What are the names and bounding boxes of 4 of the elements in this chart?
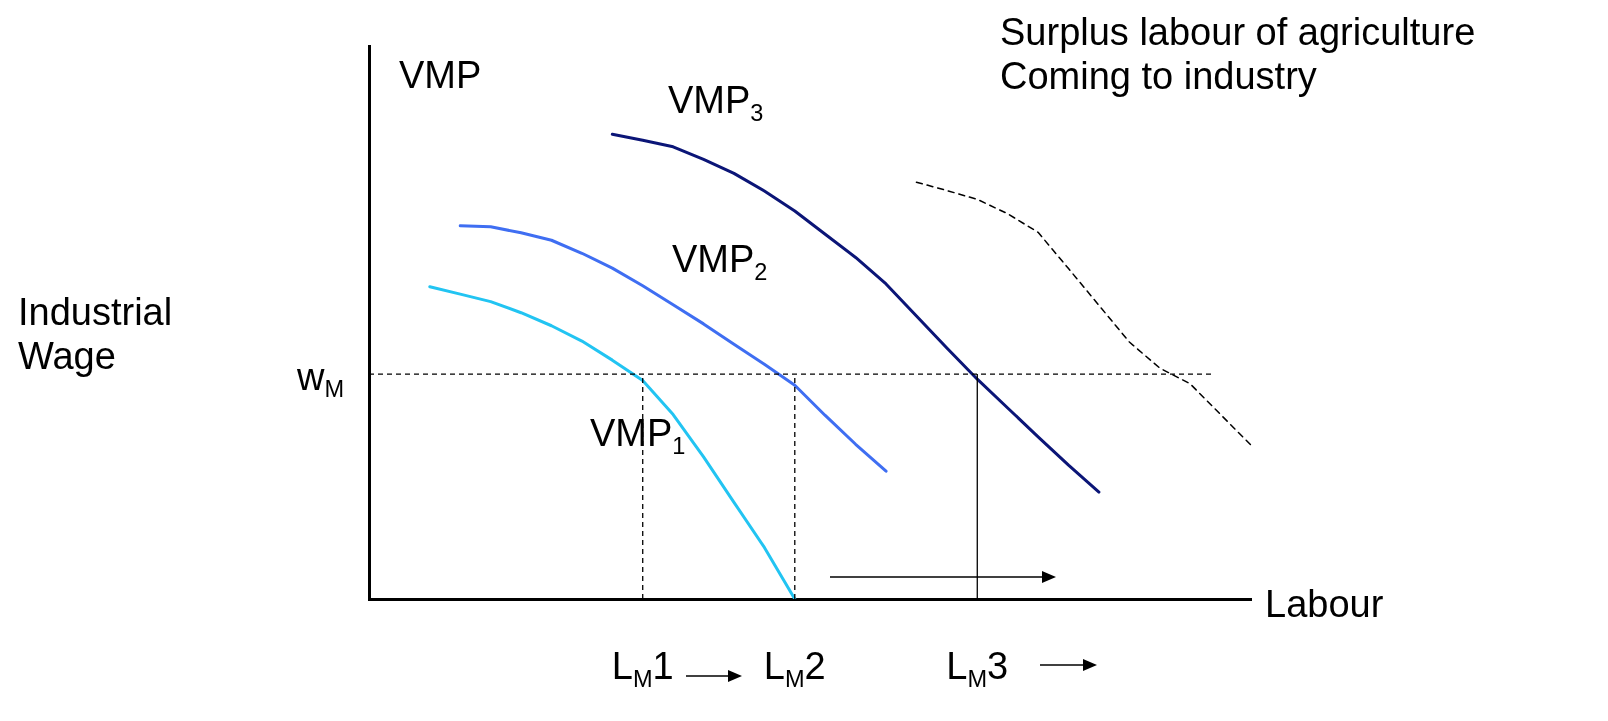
chart-title: Surplus labour of agriculture Coming to industry — [1000, 10, 1477, 98]
text: Industrial Wage — [18, 290, 174, 378]
text: VMP — [399, 54, 482, 97]
x-axis-title: Labour — [1265, 583, 1384, 626]
